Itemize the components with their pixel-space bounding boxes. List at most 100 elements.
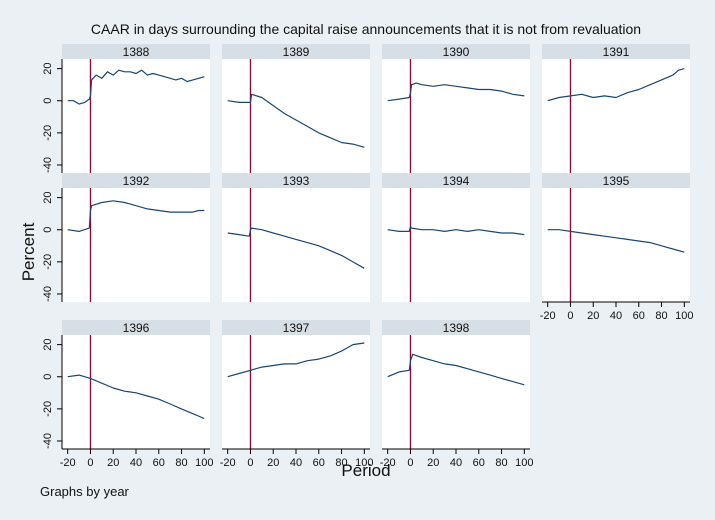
panel-header	[542, 173, 690, 188]
plot-area	[62, 335, 210, 449]
x-tick-label: 20	[267, 457, 279, 469]
plot-area	[222, 188, 370, 302]
series-line	[67, 200, 205, 232]
x-tick-label: -20	[540, 310, 556, 322]
series-line	[227, 342, 365, 378]
x-tick-label: 20	[427, 457, 439, 469]
panel-title: 1398	[443, 321, 470, 335]
x-tick-label: 40	[130, 457, 142, 469]
panel-1391: 1391	[542, 44, 690, 173]
panel-1392: 1392 20 0 -20 -40	[42, 173, 210, 302]
plot-area	[382, 59, 530, 173]
series-line	[67, 374, 205, 420]
x-tick-label: 60	[633, 310, 645, 322]
plot-area	[222, 335, 370, 449]
panel-header	[62, 173, 210, 188]
x-tick-label: 0	[247, 457, 253, 469]
y-tick-label: 20	[42, 339, 54, 351]
x-tick-label: 100	[355, 457, 373, 469]
x-tick-label: 40	[610, 310, 622, 322]
x-tick-label: 40	[450, 457, 462, 469]
x-tick-label: 100	[195, 457, 213, 469]
y-tick-label: -20	[42, 401, 54, 417]
panel-1390: 1390	[382, 44, 530, 173]
y-tick-label: -20	[42, 125, 54, 141]
panel-1395: 1395 -20 0 20 40 60 80 100	[540, 173, 693, 322]
x-tick-label: -20	[220, 457, 236, 469]
panel-1398: 1398 -20 0 20 40 60 80 100	[380, 320, 533, 469]
panel-header	[382, 44, 530, 59]
series-line	[387, 225, 525, 236]
x-tick-label: 60	[153, 457, 165, 469]
plot-area	[62, 59, 210, 173]
panel-title: 1397	[283, 321, 310, 335]
panel-title: 1390	[443, 45, 470, 59]
x-tick-label: -20	[60, 457, 76, 469]
x-tick-label: 40	[290, 457, 302, 469]
panel-1396: 1396 20 0 -20 -40 -20 0 20 40 60 80 100	[42, 320, 213, 469]
series-line	[387, 82, 525, 102]
y-tick-label: 20	[42, 192, 54, 204]
panel-title: 1396	[123, 321, 150, 335]
panel-title: 1392	[123, 174, 150, 188]
plot-area	[382, 188, 530, 302]
series-line	[67, 69, 205, 105]
plot-area	[542, 188, 690, 302]
series-line	[227, 227, 365, 269]
x-tick-label: 100	[675, 310, 693, 322]
panel-title: 1395	[603, 174, 630, 188]
panel-1389: 1389	[222, 44, 370, 173]
plot-area	[62, 188, 210, 302]
y-tick-label: -40	[42, 433, 54, 449]
y-tick-label: -20	[42, 254, 54, 270]
panel-1388: 1388 20 0 -20 -40	[42, 44, 210, 173]
panel-1394: 1394	[382, 173, 530, 302]
y-tick-label: 0	[42, 227, 54, 233]
panel-header	[62, 320, 210, 335]
y-tick-label: 0	[42, 98, 54, 104]
panel-header	[62, 44, 210, 59]
x-tick-label: 20	[587, 310, 599, 322]
panel-header	[382, 320, 530, 335]
x-tick-label: 60	[313, 457, 325, 469]
chart-title: CAAR in days surrounding the capital rai…	[91, 21, 641, 37]
x-tick-label: 0	[407, 457, 413, 469]
panel-header	[222, 320, 370, 335]
x-tick-label: 0	[567, 310, 573, 322]
y-tick-label: -40	[42, 157, 54, 173]
panel-header	[222, 44, 370, 59]
x-tick-label: 0	[87, 457, 93, 469]
x-tick-label: 100	[515, 457, 533, 469]
plot-area	[542, 59, 690, 173]
x-tick-label: 20	[107, 457, 119, 469]
x-axis-label: Period	[341, 461, 390, 480]
y-axis-label: Percent	[19, 222, 38, 281]
panel-header	[222, 173, 370, 188]
x-tick-label: 80	[335, 457, 347, 469]
y-tick-label: 20	[42, 63, 54, 75]
series-line	[387, 353, 525, 386]
plot-area	[222, 59, 370, 173]
x-tick-label: 80	[495, 457, 507, 469]
plot-area	[382, 335, 530, 449]
series-line	[547, 68, 685, 102]
panel-title: 1389	[283, 45, 310, 59]
y-tick-label: 0	[42, 374, 54, 380]
series-line	[227, 93, 365, 148]
panel-title: 1393	[283, 174, 310, 188]
panel-1397: 1397 -20 0 20 40 60 80 100	[220, 320, 373, 469]
x-tick-label: -20	[380, 457, 396, 469]
panel-title: 1394	[443, 174, 470, 188]
y-tick-label: -40	[42, 286, 54, 302]
panel-header	[542, 44, 690, 59]
x-tick-label: 80	[655, 310, 667, 322]
x-tick-label: 60	[473, 457, 485, 469]
panel-1393: 1393	[222, 173, 370, 302]
series-line	[547, 229, 685, 253]
panel-header	[382, 173, 530, 188]
panel-title: 1391	[603, 45, 630, 59]
x-tick-label: 80	[175, 457, 187, 469]
chart-note: Graphs by year	[40, 484, 130, 499]
